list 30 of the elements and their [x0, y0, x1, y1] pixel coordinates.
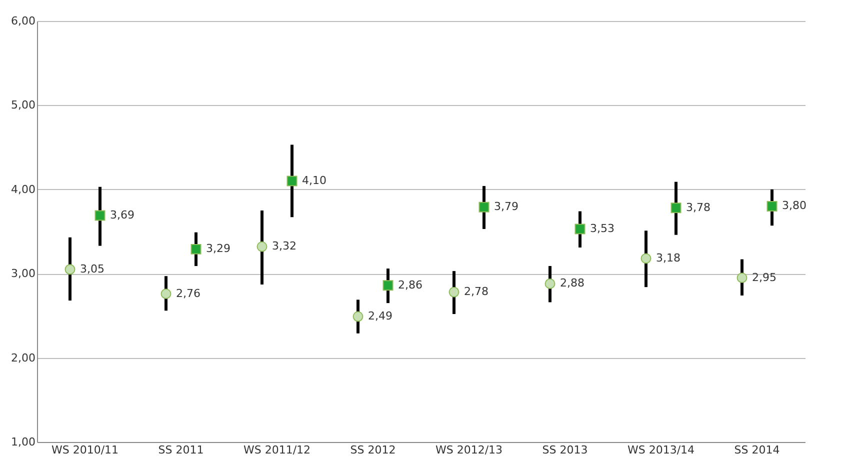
x-tick-label: SS 2011	[158, 444, 204, 456]
y-tick-label: 5,00	[11, 98, 36, 112]
data-label: 2,95	[752, 270, 776, 284]
x-tick-label: WS 2011/12	[243, 444, 311, 456]
data-label: 3,29	[206, 242, 230, 256]
data-label: 2,88	[560, 276, 584, 290]
data-label: 3,05	[80, 262, 104, 276]
x-tick-label: SS 2013	[542, 444, 588, 456]
y-tick-label: 4,00	[11, 182, 36, 196]
data-label: 3,80	[782, 199, 806, 212]
data-label: 3,53	[590, 222, 614, 235]
data-label: 3,78	[686, 200, 710, 214]
data-label: 2,49	[368, 310, 392, 323]
data-label: 3,79	[494, 200, 518, 214]
data-label: 2,86	[398, 278, 422, 292]
data-label: 3,18	[656, 251, 680, 264]
y-tick-label: 2,00	[11, 351, 36, 364]
y-tick-label: 1,00	[11, 436, 36, 448]
data-label: 2,78	[464, 285, 488, 298]
data-label: 4,10	[302, 174, 326, 187]
y-tick-label: 6,00	[11, 14, 36, 28]
x-tick-label: WS 2010/11	[51, 444, 119, 456]
y-tick-label: 3,00	[11, 267, 36, 280]
data-label: 3,69	[110, 208, 134, 222]
x-tick-label: SS 2012	[350, 444, 396, 456]
data-label: 2,76	[176, 286, 200, 300]
data-label: 3,32	[272, 240, 296, 253]
x-tick-label: SS 2014	[734, 444, 780, 456]
x-tick-label: WS 2012/13	[435, 444, 503, 456]
x-tick-label: WS 2013/14	[627, 444, 695, 456]
